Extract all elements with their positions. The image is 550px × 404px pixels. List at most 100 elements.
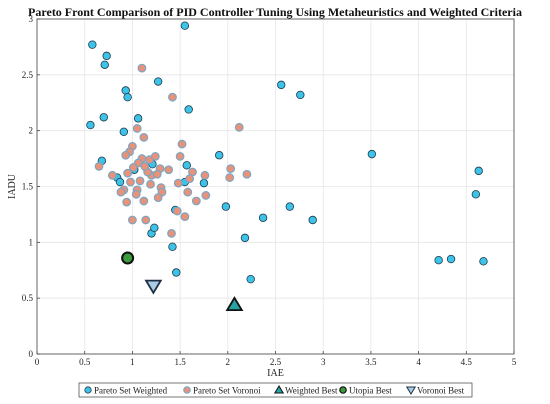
legend-marker-voronoi-best-marker [405,386,417,395]
pareto-voronoi-point [180,212,190,222]
y-axis-label: IADU [7,173,18,199]
pareto-voronoi-point [146,179,155,189]
pareto-weighted-point [215,151,224,160]
pareto-weighted-point [240,233,250,243]
pareto-weighted-point [184,105,193,114]
pareto-voronoi-point [128,163,138,172]
x-tick-label: 1.5 [174,357,186,367]
pareto-voronoi-point [191,196,201,206]
pareto-voronoi-point [131,189,141,199]
pareto-voronoi-point [139,132,149,142]
legend-box [78,382,473,398]
utopia-best-marker [121,251,135,265]
pareto-voronoi-point [126,177,135,187]
x-tick-label: 3.5 [365,357,377,367]
pareto-weighted-point [308,215,317,225]
pareto-weighted-point [285,202,295,211]
legend-marker-utopia-best-marker [339,386,347,394]
y-tick-label: 0.5 [22,293,34,303]
y-tick-label: 1 [29,237,34,247]
pareto-voronoi-point [173,178,183,188]
pareto-weighted-point [479,257,488,266]
pareto-voronoi-point [234,122,244,132]
legend-marker-pareto-weighted-point [84,386,92,394]
pareto-weighted-point [115,177,125,187]
pareto-weighted-point [153,77,163,86]
pareto-weighted-point [277,80,286,90]
pareto-voronoi-point [94,161,104,171]
pareto-weighted-point [246,274,255,284]
pareto-weighted-point [180,21,190,30]
legend-marker-pareto-voronoi-point [183,386,191,394]
pareto-voronoi-point [139,196,149,206]
pareto-voronoi-point [137,63,147,73]
pareto-voronoi-point [167,228,176,238]
pareto-voronoi-point [175,151,185,161]
pareto-voronoi-point [132,124,142,133]
pareto-voronoi-point [225,173,235,182]
pareto-weighted-point [123,92,132,102]
pareto-weighted-point [100,60,109,69]
series-utopia-best [121,251,135,265]
pareto-weighted-point [150,223,159,233]
pareto-voronoi-point [200,170,210,180]
legend-label: Weighted Best [285,386,338,396]
y-tick-label: 2 [29,126,34,136]
series-voronoi-best [144,279,163,295]
pareto-weighted-point [434,256,443,265]
pareto-weighted-point [367,149,377,159]
pareto-voronoi-point [150,151,160,161]
legend-label: Voronoi Best [417,386,465,396]
legend-marker-weighted-best-marker [273,385,285,394]
pareto-voronoi-point [185,174,195,184]
weighted-best-marker [225,296,244,312]
pareto-voronoi-point [226,164,236,174]
pareto-weighted-point [168,242,177,251]
x-tick-label: 0 [35,357,40,367]
pareto-voronoi-point [164,165,174,175]
x-tick-label: 0.5 [79,357,91,367]
x-tick-label: 5 [512,357,517,367]
pareto-weighted-point [88,40,97,49]
legend-label: Utopia Best [349,386,392,396]
pareto-voronoi-point [122,197,132,207]
y-tick-label: 1.5 [22,182,34,192]
y-tick-label: 3 [29,14,34,24]
pareto-weighted-point [474,166,483,176]
pareto-voronoi-point [141,215,151,225]
pareto-weighted-point [99,113,108,122]
axis-ticks: 0 0.5 1 1.5 2 2.5 3 3.5 4 4.5 5 0 0.5 1 1.5 2 2.5 3 [22,14,517,367]
grid [36,18,515,355]
series-pareto-voronoi [94,63,252,238]
pareto-voronoi-point [242,169,252,179]
pareto-voronoi-point [168,92,177,102]
legend-label: Pareto Set Voronoi [193,386,261,396]
pareto-weighted-point [221,202,231,211]
x-tick-label: 2.5 [270,357,282,367]
pareto-weighted-point [182,161,191,170]
y-tick-label: 2.5 [22,70,34,80]
pareto-weighted-point [172,268,181,277]
pareto-weighted-point [133,114,143,123]
pareto-voronoi-point [107,170,117,180]
pareto-weighted-point [258,213,268,222]
pareto-weighted-point [102,51,111,61]
pareto-voronoi-point [172,206,182,216]
pareto-voronoi-point [201,191,211,200]
x-tick-label: 1 [130,357,135,367]
data-points [86,21,488,312]
series-weighted-best [225,296,244,312]
pareto-voronoi-point [121,150,131,160]
pareto-weighted-point [86,120,95,130]
pareto-weighted-point [471,190,481,199]
pareto-voronoi-point [123,168,133,178]
x-tick-label: 4 [416,357,421,367]
pareto-voronoi-point [153,193,163,203]
pareto-voronoi-point [127,215,137,225]
x-tick-label: 3 [321,357,326,367]
pareto-weighted-point [119,127,129,136]
legend-label: Pareto Set Weighted [94,386,168,396]
pareto-weighted-point [446,254,456,264]
series-pareto-weighted [86,21,488,284]
